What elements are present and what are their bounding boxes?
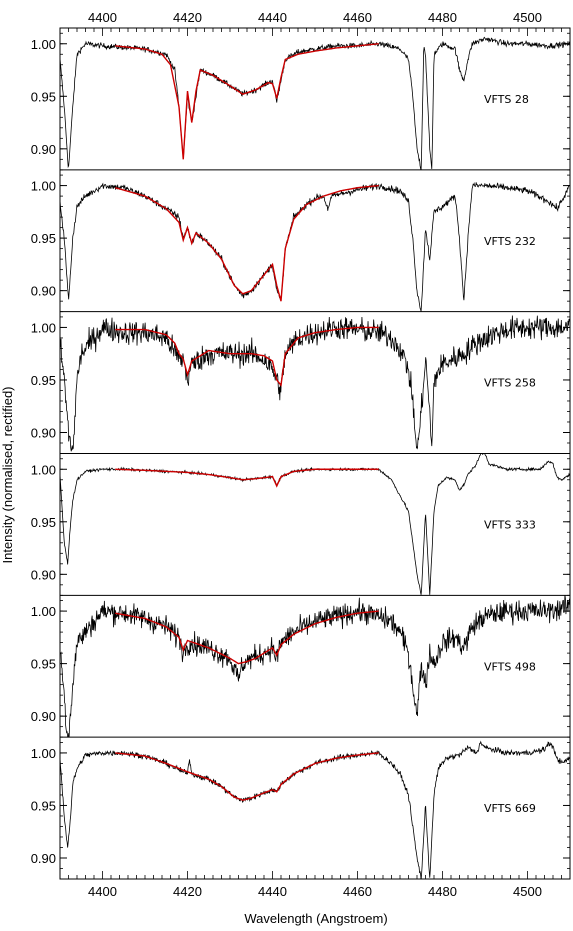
panel-6: 1.00 0.95 0.90 VFTS 669 [31,740,570,880]
panel-3: 1.00 0.95 0.90 VFTS 258 [31,315,570,454]
model-fit-line [115,468,379,488]
star-label: VFTS 669 [484,802,536,815]
y-tick-label: 1.00 [31,179,56,194]
y-tick-label: 1.00 [31,320,56,335]
y-tick-label: 0.90 [31,567,56,582]
y-tick-label: 0.90 [31,709,56,724]
y-tick-label: 0.95 [31,657,56,672]
y-tick-label: 0.95 [31,89,56,104]
star-label: VFTS 28 [484,93,529,106]
star-label: VFTS 258 [484,377,536,390]
x-tick-label-bottom: 4440 [258,884,287,899]
y-tick-label: 1.00 [31,604,56,619]
model-fit-line [115,326,379,387]
y-tick-label: 0.90 [31,142,56,157]
x-tick-label-bottom: 4480 [428,884,457,899]
frame-layer [59,27,571,880]
x-axis-title: Wavelength (Angstroem) [244,911,387,926]
y-tick-label: 0.90 [31,284,56,299]
x-tick-label-top: 4420 [173,10,202,25]
x-tick-label-bottom: 4400 [88,884,117,899]
observed-spectrum-line [60,315,570,452]
model-fit-line [115,43,379,160]
y-tick-label: 0.95 [31,373,56,388]
panel-2: 1.00 0.95 0.90 VFTS 232 [31,174,570,313]
y-tick-label: 1.00 [31,746,56,761]
star-label: VFTS 333 [484,518,536,531]
x-tick-label-top: 4440 [258,10,287,25]
x-tick-label-top: 4500 [513,10,542,25]
star-label: VFTS 232 [484,235,536,248]
y-tick-label: 0.95 [31,515,56,530]
panel-4: 1.00 0.95 0.90 VFTS 333 [31,453,570,596]
y-tick-label: 1.00 [31,462,56,477]
x-tick-label-bottom: 4460 [343,884,372,899]
y-tick-label: 1.00 [31,37,56,52]
model-fit-line [115,752,379,801]
y-tick-label: 0.95 [31,798,56,813]
x-tick-labels: 4400 4400 4420 4420 4440 4440 4460 4460 4480 4480… [88,10,542,899]
y-tick-label: 0.90 [31,425,56,440]
y-tick-label: 0.95 [31,231,56,246]
model-fit-line [115,184,379,302]
x-tick-label-top: 4400 [88,10,117,25]
star-label: VFTS 498 [484,660,536,673]
model-fit-line [115,610,379,665]
panel-1: 1.00 0.95 0.90 VFTS 28 [31,32,570,171]
x-tick-label-bottom: 4420 [173,884,202,899]
x-tick-label-top: 4460 [343,10,372,25]
y-tick-label: 0.90 [31,851,56,866]
observed-spectrum-line [60,740,570,880]
x-tick-label-top: 4480 [428,10,457,25]
panel-5: 1.00 0.95 0.90 VFTS 498 [31,595,570,738]
y-axis-title: Intensity (normalised, rectified) [0,386,15,563]
x-tick-label-bottom: 4500 [513,884,542,899]
